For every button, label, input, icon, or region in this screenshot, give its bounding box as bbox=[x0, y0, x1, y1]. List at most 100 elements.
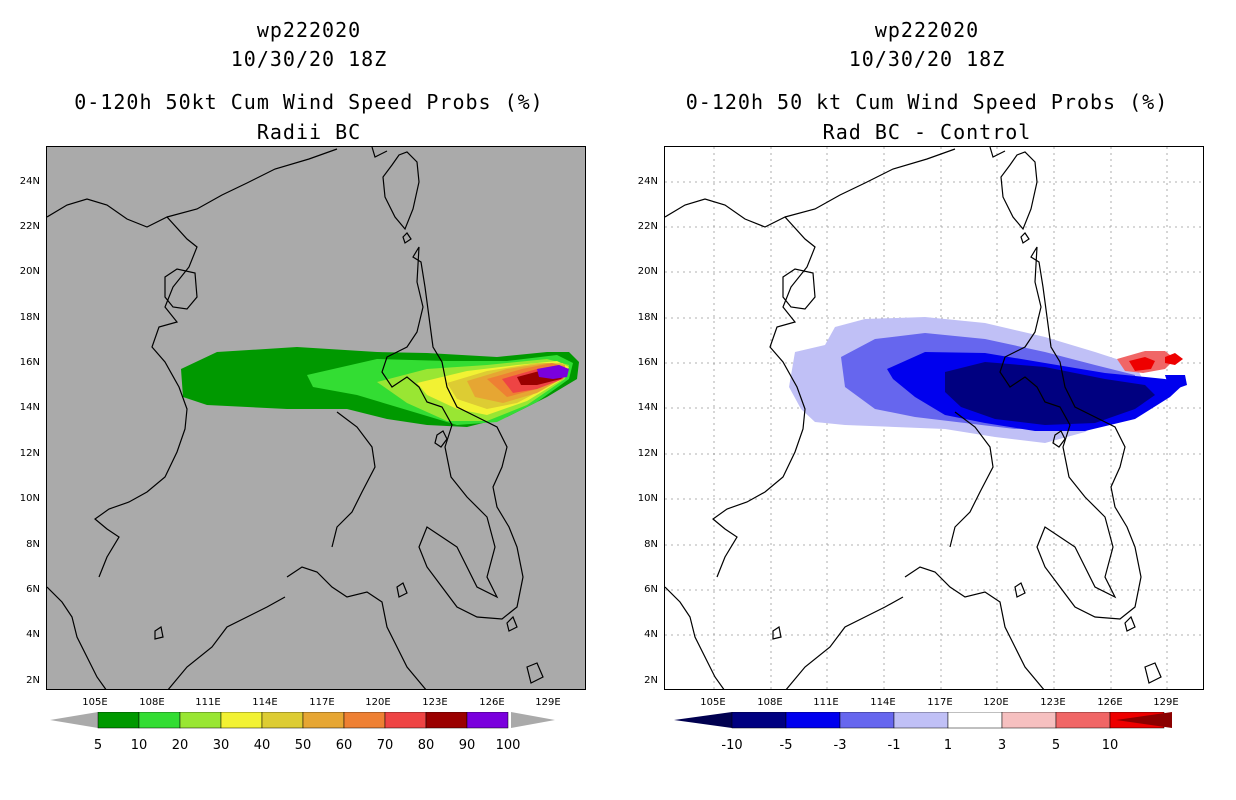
y-tick-label: 18N bbox=[637, 312, 658, 323]
x-tick-label: 114E bbox=[252, 697, 278, 708]
coastlines bbox=[665, 147, 1162, 689]
x-tick-label: 117E bbox=[927, 697, 953, 708]
y-tick-label: 12N bbox=[637, 448, 658, 459]
colorbar-label: 80 bbox=[417, 738, 435, 753]
colorbar bbox=[50, 712, 555, 729]
probability-swath bbox=[181, 347, 579, 427]
colorbar-swatch bbox=[1055, 712, 1111, 729]
colorbar-label: 10 bbox=[1101, 738, 1119, 753]
difference-swath bbox=[789, 317, 1187, 443]
x-tick-label: 117E bbox=[309, 697, 335, 708]
colorbar-low-arrow bbox=[50, 712, 98, 728]
colorbar-swatch bbox=[138, 712, 181, 729]
panel-subtitle: Rad BC - Control bbox=[822, 120, 1032, 144]
coastlines bbox=[47, 147, 544, 689]
colorbar-swatch bbox=[425, 712, 468, 729]
colorbar-swatch bbox=[785, 712, 841, 729]
y-tick-label: 16N bbox=[637, 357, 658, 368]
x-tick-label: 129E bbox=[1153, 697, 1179, 708]
colorbar-label: 50 bbox=[294, 738, 312, 753]
colorbar-label: 10 bbox=[130, 738, 148, 753]
colorbar-label: 100 bbox=[495, 738, 521, 753]
colorbar-swatch bbox=[179, 712, 222, 729]
y-tick-label: 16N bbox=[19, 357, 40, 368]
colorbar-swatch bbox=[343, 712, 386, 729]
colorbar-swatch bbox=[1001, 712, 1057, 729]
left-panel: wp222020 10/30/20 18Z 0-120h 50kt Cum Wi… bbox=[19, 18, 586, 753]
colorbar-swatch bbox=[947, 712, 1003, 729]
product-title: 0-120h 50 kt Cum Wind Speed Probs (%) bbox=[685, 90, 1169, 114]
x-tick-label: 129E bbox=[535, 697, 561, 708]
colorbar-label: 30 bbox=[212, 738, 230, 753]
x-tick-label: 108E bbox=[757, 697, 783, 708]
y-tick-label: 6N bbox=[644, 584, 658, 595]
colorbar-swatch bbox=[261, 712, 304, 729]
colorbar-label: 90 bbox=[458, 738, 476, 753]
storm-id: wp222020 bbox=[256, 18, 362, 42]
y-tick-label: 2N bbox=[644, 675, 658, 686]
x-tick-label: 123E bbox=[1040, 697, 1066, 708]
x-tick-label: 123E bbox=[422, 697, 448, 708]
x-tick-label: 108E bbox=[139, 697, 165, 708]
y-tick-label: 14N bbox=[637, 402, 658, 413]
x-tick-label: 126E bbox=[479, 697, 505, 708]
y-tick-label: 2N bbox=[26, 675, 40, 686]
colorbar-label: -3 bbox=[833, 738, 847, 753]
colorbar-high-arrow bbox=[1116, 712, 1172, 728]
right-panel: wp222020 10/30/20 18Z 0-120h 50 kt Cum W… bbox=[618, 0, 1236, 800]
x-tick-label: 105E bbox=[700, 697, 726, 708]
y-tick-label: 8N bbox=[644, 539, 658, 550]
y-tick-label: 8N bbox=[26, 539, 40, 550]
y-tick-label: 4N bbox=[26, 629, 40, 640]
x-tick-label: 120E bbox=[983, 697, 1009, 708]
x-tick-label: 126E bbox=[1097, 697, 1123, 708]
x-tick-label: 111E bbox=[195, 697, 221, 708]
x-tick-label: 114E bbox=[870, 697, 896, 708]
y-tick-label: 18N bbox=[19, 312, 40, 323]
colorbar bbox=[674, 712, 1172, 729]
colorbar-label: 40 bbox=[253, 738, 271, 753]
y-tick-label: 6N bbox=[26, 584, 40, 595]
x-tick-label: 111E bbox=[813, 697, 839, 708]
colorbar-swatch bbox=[893, 712, 949, 729]
colorbar-label: 3 bbox=[997, 738, 1007, 753]
x-tick-label: 105E bbox=[82, 697, 108, 708]
y-tick-label: 14N bbox=[19, 402, 40, 413]
y-tick-label: 4N bbox=[644, 629, 658, 640]
y-tick-label: 22N bbox=[637, 221, 658, 232]
colorbar-swatch bbox=[97, 712, 140, 729]
colorbar-label: -10 bbox=[721, 738, 743, 753]
y-tick-label: 12N bbox=[19, 448, 40, 459]
panel-subtitle: Radii BC bbox=[256, 120, 362, 144]
forecast-date: 10/30/20 18Z bbox=[230, 47, 388, 71]
y-tick-label: 22N bbox=[19, 221, 40, 232]
colorbar-label: -1 bbox=[887, 738, 901, 753]
y-tick-label: 10N bbox=[19, 493, 40, 504]
y-tick-label: 24N bbox=[637, 176, 658, 187]
y-tick-label: 10N bbox=[637, 493, 658, 504]
colorbar-label: 1 bbox=[943, 738, 953, 753]
y-tick-label: 24N bbox=[19, 176, 40, 187]
y-tick-label: 20N bbox=[637, 266, 658, 277]
colorbar-low-arrow bbox=[674, 712, 732, 728]
colorbar-swatch bbox=[220, 712, 263, 729]
forecast-date: 10/30/20 18Z bbox=[848, 47, 1006, 71]
colorbar-label: 5 bbox=[1051, 738, 1061, 753]
colorbar-swatch bbox=[731, 712, 787, 729]
colorbar-swatch bbox=[384, 712, 427, 729]
probability-map bbox=[46, 146, 586, 690]
colorbar-swatch bbox=[466, 712, 509, 729]
colorbar-label: 60 bbox=[335, 738, 353, 753]
colorbar-label: 70 bbox=[376, 738, 394, 753]
colorbar-high-arrow bbox=[511, 712, 555, 728]
colorbar-swatch bbox=[302, 712, 345, 729]
colorbar-label: -5 bbox=[779, 738, 793, 753]
colorbar-label: 20 bbox=[171, 738, 189, 753]
product-title: 0-120h 50kt Cum Wind Speed Probs (%) bbox=[74, 90, 544, 114]
storm-id: wp222020 bbox=[874, 18, 980, 42]
difference-map bbox=[664, 146, 1204, 690]
y-tick-label: 20N bbox=[19, 266, 40, 277]
colorbar-swatch bbox=[839, 712, 895, 729]
colorbar-label: 5 bbox=[93, 738, 103, 753]
x-tick-label: 120E bbox=[365, 697, 391, 708]
